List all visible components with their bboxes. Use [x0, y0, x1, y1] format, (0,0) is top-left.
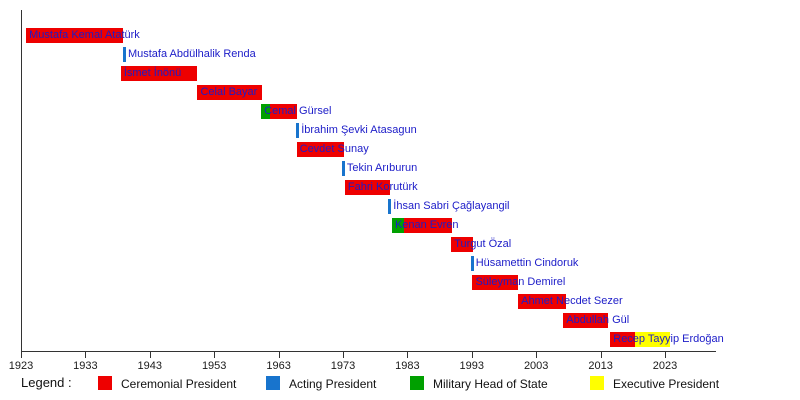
president-name-label: Süleyman Demirel	[475, 276, 566, 288]
timeline-bar-segment	[295, 123, 300, 138]
timeline-bar-segment	[404, 218, 452, 233]
legend-label: Military Head of State	[433, 377, 548, 391]
president-name-label: Tekin Arıburun	[346, 162, 418, 174]
y-axis-line	[21, 10, 22, 352]
legend-label: Acting President	[289, 377, 377, 391]
x-axis-tick-label: 2023	[652, 360, 678, 372]
legend-swatch	[266, 376, 280, 390]
x-axis-tick-label: 1953	[201, 360, 227, 372]
x-axis-tick	[536, 351, 538, 358]
president-name-label: İbrahim Şevki Atasagun	[301, 124, 417, 136]
x-axis-line	[21, 351, 716, 352]
timeline-bar-segment	[120, 66, 198, 81]
x-axis-tick	[149, 351, 151, 358]
x-axis-tick-label: 1973	[330, 360, 356, 372]
x-axis-tick	[471, 351, 473, 358]
timeline-bar-segment	[342, 161, 345, 176]
president-name-label: Mustafa Kemal Atatürk	[29, 29, 140, 41]
legend-swatch	[98, 376, 112, 390]
x-axis-tick-label: 1963	[266, 360, 291, 372]
x-axis-tick	[214, 351, 216, 358]
x-axis-tick-label: 1993	[459, 360, 485, 372]
president-name-label: Cevdet Sunay	[299, 143, 369, 155]
x-axis-tick-label: 1933	[73, 360, 98, 372]
president-name-label: Cemal Gürsel	[264, 105, 332, 117]
president-name-label: Celal Bayar	[200, 86, 258, 98]
timeline-bar-segment	[563, 313, 609, 328]
timeline-bar-segment	[472, 275, 519, 290]
timeline-bar-segment	[451, 237, 474, 252]
president-name-label: Ahmet Necdet Sezer	[521, 295, 623, 307]
x-axis-tick	[407, 351, 409, 358]
timeline-bar-segment	[391, 218, 405, 233]
legend-label: Executive President	[613, 377, 720, 391]
timeline-bar-segment	[296, 142, 345, 157]
legend-label: Ceremonial President	[121, 377, 237, 391]
x-axis-tick-label: 2013	[588, 360, 613, 372]
president-name-label: İhsan Sabri Çağlayangil	[393, 200, 510, 212]
legend-title: Legend :	[21, 375, 72, 390]
x-axis-tick	[278, 351, 280, 358]
timeline-bar-segment	[270, 104, 298, 119]
x-axis-tick	[343, 351, 344, 358]
president-name-label: Fahri Korutürk	[347, 181, 418, 193]
timeline-bar-segment	[635, 332, 671, 347]
timeline-bar-segment	[26, 28, 124, 43]
president-name-label: İsmet İnönü	[123, 67, 182, 79]
x-axis-tick	[21, 351, 22, 358]
x-axis-tick	[85, 351, 87, 358]
president-name-label: Abdullah Gül	[566, 314, 630, 326]
x-axis-tick-label: 1943	[137, 360, 163, 372]
x-axis-tick-label: 2003	[523, 360, 549, 372]
timeline-bar-segment	[123, 47, 126, 62]
legend-swatch	[410, 376, 424, 390]
president-name-label: Recep Tayyip Erdoğan	[613, 333, 724, 345]
timeline-bar-segment	[261, 104, 271, 119]
timeline-bar-segment	[518, 294, 566, 309]
legend-swatch	[590, 376, 604, 390]
president-name-label: Mustafa Abdülhalik Renda	[127, 48, 256, 60]
timeline-bar-segment	[388, 199, 392, 214]
president-name-label: Hüsamettin Cindoruk	[475, 257, 579, 269]
timeline-bar-segment	[610, 332, 636, 347]
timeline-bar-segment	[471, 256, 474, 271]
timeline-bar-segment	[197, 85, 262, 100]
timeline-bar-segment	[344, 180, 390, 195]
president-name-label: Kenan Evren	[394, 219, 459, 231]
president-name-label: Turgut Özal	[454, 238, 512, 250]
x-axis-tick	[600, 351, 602, 358]
x-axis-tick-label: 1923	[8, 360, 34, 372]
x-axis-tick-label: 1983	[395, 360, 420, 372]
x-axis-tick	[665, 351, 666, 358]
